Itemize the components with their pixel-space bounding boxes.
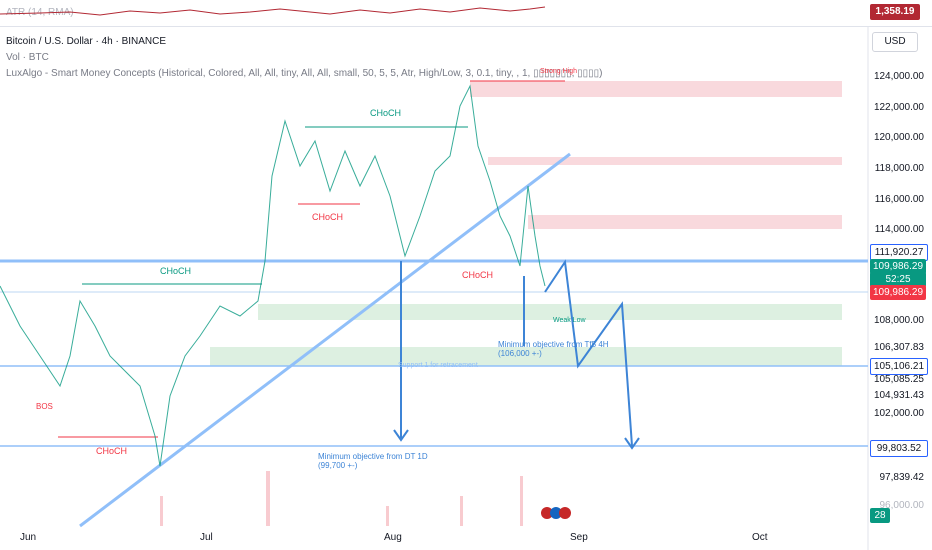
price-label: 120,000.00 [873, 132, 924, 143]
price-label: 116,000.00 [874, 194, 924, 205]
bar-countdown-badge: 52:25 [870, 272, 926, 287]
atr-value-badge: 1,358.19 [870, 4, 920, 20]
price-label: 114,000.00 [874, 224, 924, 235]
weak-low-label: Weak Low [553, 317, 586, 324]
level-badge: 105,106.21 [870, 358, 928, 375]
flag-icon [541, 507, 553, 519]
choch-label: CHoCH [160, 266, 192, 276]
time-label: Aug [384, 532, 402, 543]
price-label: 124,000.00 [873, 71, 924, 82]
price-label: 96,000.00 [879, 500, 925, 511]
volume-label: Vol · BTC [6, 52, 49, 63]
currency-selector[interactable]: USD [872, 32, 918, 52]
choch-label: CHoCH [370, 108, 402, 118]
price-label: 102,000.00 [873, 408, 924, 419]
flag-icon [559, 507, 571, 519]
last-price-badge: 109,986.29 [870, 259, 926, 274]
atr-line [0, 6, 546, 16]
arrow-head-1d [393, 429, 409, 442]
volume-bars [160, 471, 523, 526]
atr-label: ATR (14, RMA) [6, 7, 74, 18]
countdown-badge: 28 [870, 508, 890, 523]
price-label: 118,000.00 [874, 163, 924, 174]
choch-label: CHoCH [312, 212, 344, 222]
objective-1d-label: Minimum objective from DT 1D [318, 452, 428, 461]
indicator-pane[interactable]: ATR (14, RMA) 1,358.19 [0, 0, 932, 27]
time-label: Jun [20, 532, 37, 543]
demand-zone-lower [210, 347, 842, 366]
price-label: 122,000.00 [873, 102, 924, 113]
projection-path-4h [544, 259, 633, 447]
strong-high-label: Strong High [540, 68, 577, 75]
candles [0, 84, 546, 467]
indicator-label[interactable]: LuxAlgo - Smart Money Concepts (Historic… [6, 68, 603, 79]
supply-zone-top [470, 81, 842, 97]
flag-icon [550, 507, 562, 519]
symbol-title[interactable]: Bitcoin / U.S. Dollar · 4h · BINANCE [6, 36, 167, 47]
time-label: Oct [752, 532, 768, 543]
level-badge: 99,803.52 [870, 440, 928, 457]
demand-zone-upper [258, 304, 842, 320]
chart-legend[interactable]: Bitcoin / U.S. Dollar · 4h · BINANCE Vol… [6, 34, 603, 82]
supply-zone-lower [528, 215, 842, 229]
price-label: 108,000.00 [873, 315, 924, 326]
price-chart[interactable] [0, 26, 932, 550]
price-label: 104,931.43 [873, 390, 924, 401]
price-label: 105,085.25 [873, 374, 924, 385]
bos-label: BOS [36, 402, 53, 411]
support-label: Support 1 for retracement [398, 362, 478, 369]
trendline [79, 152, 571, 528]
supply-zone-mid [488, 157, 842, 165]
close-price-badge: 109,986.29 [870, 285, 926, 300]
time-label: Sep [570, 532, 588, 543]
objective-4h-value: (106,000 +-) [498, 349, 542, 358]
objective-4h-label: Minimum objective from Tf5 4H [498, 340, 609, 349]
time-label: Jul [200, 532, 213, 543]
arrow-head-4h [624, 437, 640, 450]
price-label: 97,839.42 [879, 472, 925, 483]
objective-1d-value: (99,700 +-) [318, 461, 358, 470]
price-label: 106,307.83 [873, 342, 924, 353]
choch-label: CHoCH [462, 270, 494, 280]
choch-label: CHoCH [96, 446, 128, 456]
